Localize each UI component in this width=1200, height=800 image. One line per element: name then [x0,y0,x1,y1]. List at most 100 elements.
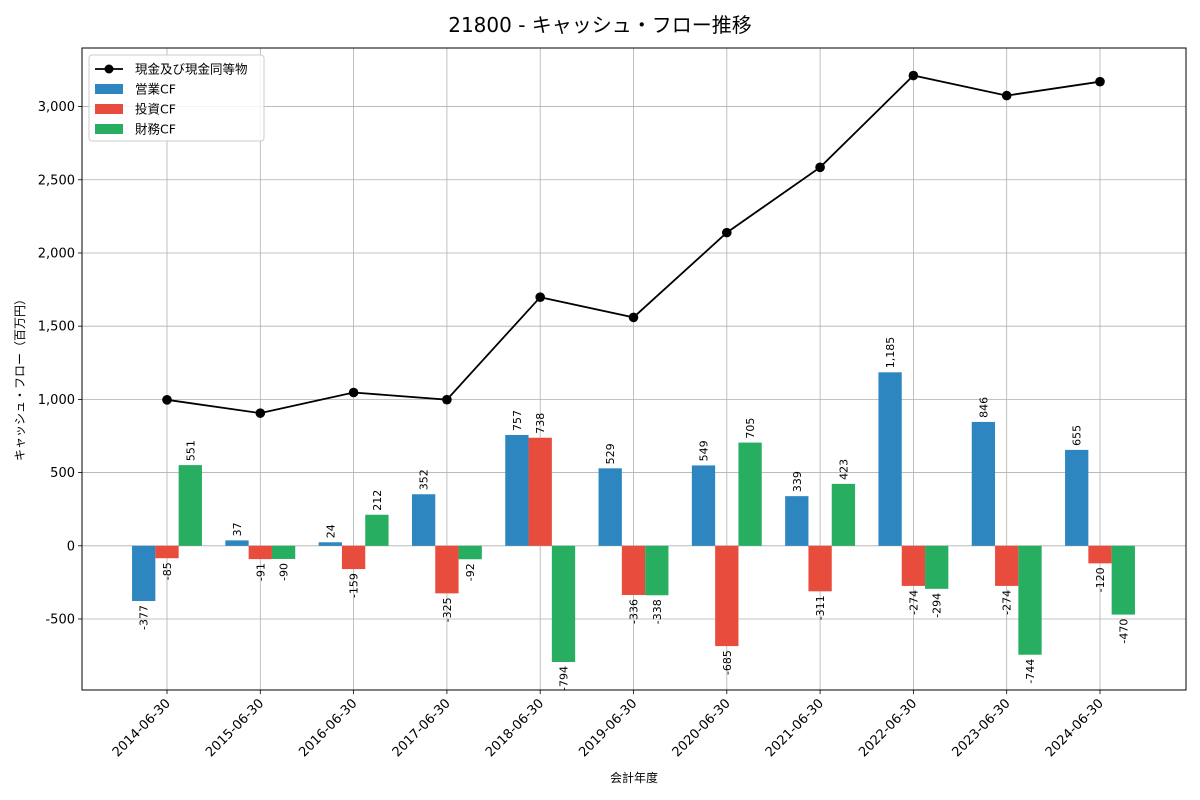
bar-value-label: -274 [1001,590,1014,615]
legend-label: 投資CF [135,102,176,117]
y-tick-label: -500 [45,612,75,627]
cash-point [348,387,359,398]
cash-point [815,162,825,173]
bar-財務CF [1018,545,1042,655]
y-axis-label: キャッシュ・フロー（百万円） [13,293,27,461]
bar-value-label: 846 [977,397,990,418]
bar-財務CF [365,514,389,546]
bar-value-label: 423 [837,459,850,480]
bar-営業CF [598,468,622,546]
bar-value-label: -92 [464,563,477,581]
bars [132,372,1135,663]
bar-value-label: -794 [558,666,571,691]
cash-point [1001,90,1012,101]
bar-value-label: -336 [628,599,641,624]
bar-value-label: 655 [1071,425,1084,446]
y-tick-label: 2,500 [38,173,75,188]
cash-point [255,408,266,418]
data-labels: -377 37 24 352 757 529 549 339 1,185 846 655 -85 -91… [138,337,1131,691]
bar-投資CF [1088,545,1112,564]
bar-営業CF [691,465,716,546]
bar-投資CF [808,545,832,592]
cash-point [628,312,639,323]
bar-財務CF [271,545,296,559]
bar-value-label: -685 [721,650,734,675]
bar-財務CF [178,465,202,546]
bar-投資CF [621,545,646,595]
bar-value-label: -338 [651,599,664,624]
y-tick-label: 1,000 [38,393,75,408]
legend-label: 現金及び現金同等物 [135,62,248,77]
bar-value-label: 705 [744,418,757,439]
y-tick-label: 0 [67,539,75,554]
cash-point [908,70,919,81]
bar-value-label: -470 [1117,619,1130,644]
bar-value-label: -311 [814,595,827,620]
bar-value-label: 738 [534,413,547,434]
cash-point [1095,76,1105,87]
bar-投資CF [435,545,459,594]
legend-label: 財務CF [135,122,176,137]
bar-投資CF [528,437,552,546]
bar-value-label: -744 [1024,659,1037,684]
bar-value-label: -294 [931,593,944,618]
bar-value-label: -90 [278,563,291,581]
cash-point [162,395,172,405]
y-axis: -500 0 500 1,000 1,500 2,000 2,500 3,000 [38,100,82,627]
bar-営業CF [1065,449,1089,546]
bar-財務CF [645,545,669,596]
bar-営業CF [318,542,342,546]
bar-value-label: 212 [371,490,384,511]
grid [82,48,1186,690]
bar-財務CF [738,442,762,546]
cash-point [722,227,732,238]
bar-value-label: -159 [348,573,361,598]
bar-投資CF [995,545,1019,586]
bar-営業CF [785,496,809,546]
bar-営業CF [505,434,529,546]
bar-value-label: 24 [324,524,337,538]
bar-営業CF [132,545,156,601]
bar-value-label: 37 [231,522,244,536]
bar-投資CF [901,545,926,586]
bar-営業CF [225,540,249,546]
bar-value-label: 352 [418,469,431,490]
bar-value-label: -274 [907,590,920,615]
bar-value-label: -120 [1094,567,1107,592]
bar-value-label: -377 [138,605,151,630]
chart-title: 21800 - キャッシュ・フロー推移 [448,13,752,37]
bar-財務CF [458,545,482,560]
bar-value-label: -85 [161,562,174,580]
legend-label: 営業CF [135,82,176,97]
bar-財務CF [551,545,576,663]
bar-営業CF [411,494,436,546]
bar-value-label: 529 [604,443,617,464]
bar-value-label: -91 [254,563,267,581]
y-tick-label: 1,500 [38,320,75,335]
bar-財務CF [831,483,856,546]
bar-value-label: -325 [441,597,454,622]
bar-投資CF [248,545,272,560]
legend-point-marker [104,64,114,74]
cash-point [442,394,452,405]
bar-value-label: 551 [184,440,197,461]
legend-swatch [95,124,123,134]
bar-value-label: 757 [511,410,524,431]
y-tick-label: 3,000 [38,100,75,115]
y-tick-label: 2,000 [38,246,75,261]
x-axis-label: 会計年度 [610,770,658,785]
bar-value-label: 549 [698,440,711,461]
cash-line [162,70,1105,418]
y-tick-label: 500 [50,466,75,481]
bar-投資CF [715,545,739,647]
bar-投資CF [155,545,179,559]
bar-投資CF [341,545,366,570]
bar-value-label: 339 [791,471,804,492]
legend-swatch [95,104,123,114]
bar-営業CF [971,421,996,546]
cash-point [535,292,545,302]
bar-営業CF [878,372,902,546]
bar-財務CF [1111,545,1135,615]
